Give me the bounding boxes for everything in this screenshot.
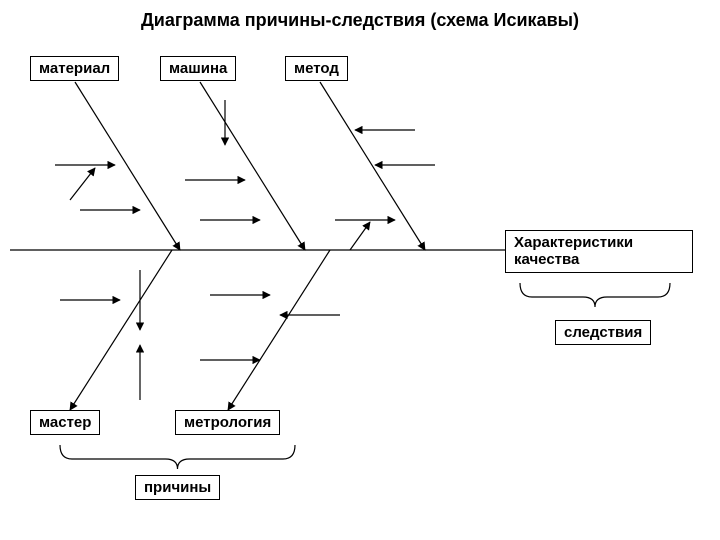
- fishbone-diagram: [0, 0, 720, 540]
